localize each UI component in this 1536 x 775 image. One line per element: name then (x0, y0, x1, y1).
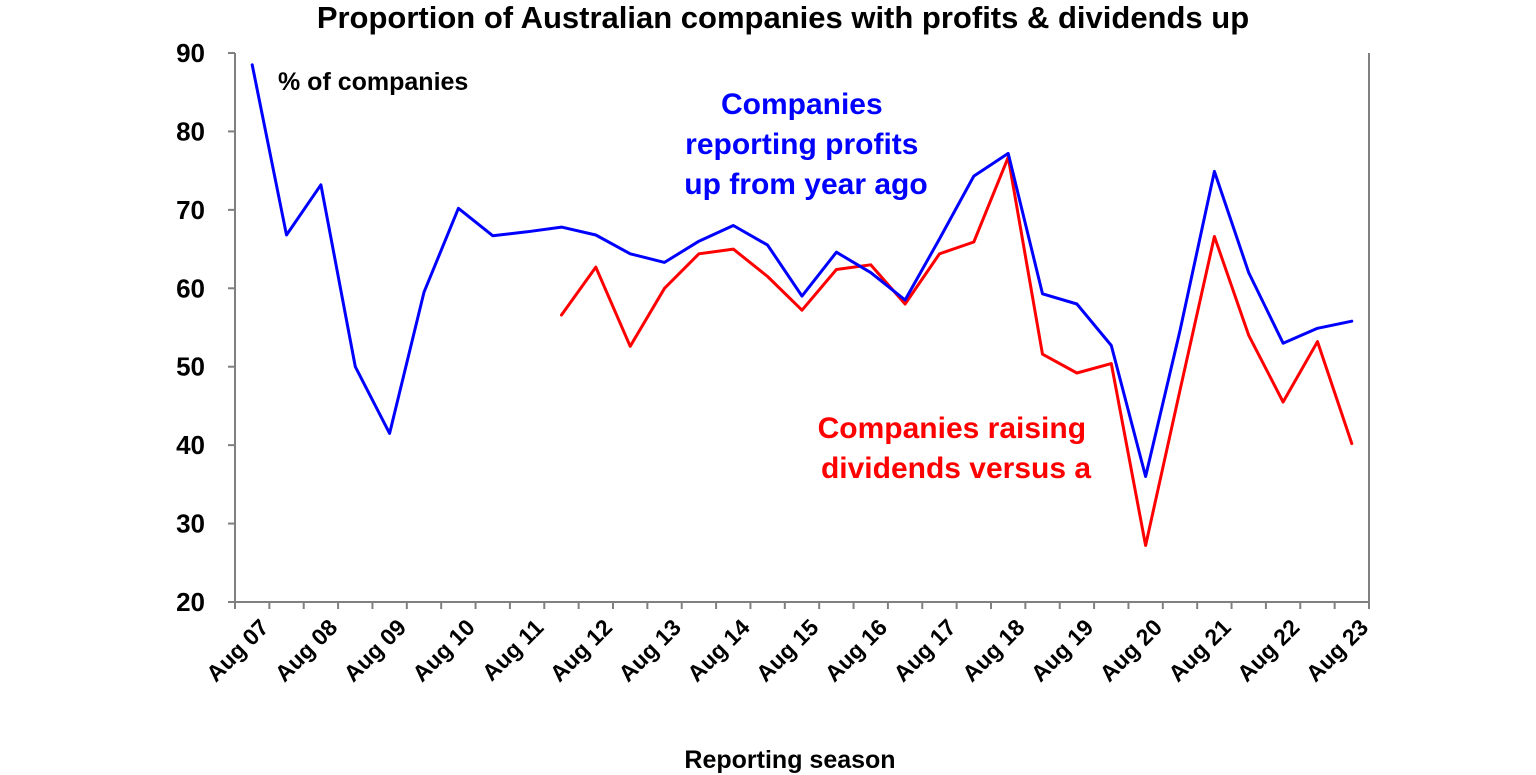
profits-annotation: Companies reporting profits up from year… (684, 88, 927, 201)
y-tick-label: 70 (176, 195, 205, 225)
x-tick-label: Aug 19 (1026, 614, 1099, 687)
x-tick-label: Aug 08 (270, 614, 343, 687)
profits-annotation-line-3: up from year ago (684, 168, 927, 201)
dividends-annotation-line-2: dividends versus a (821, 452, 1091, 485)
x-tick-label: Aug 18 (957, 614, 1030, 687)
dividends-annotation-line-1: Companies raising (818, 412, 1086, 445)
x-tick-label: Aug 11 (477, 614, 549, 686)
y-tick-label: 80 (176, 116, 205, 146)
x-tick-label: Aug 09 (338, 614, 411, 687)
x-tick-label: Aug 14 (682, 614, 755, 687)
x-tick-label: Aug 10 (407, 614, 480, 687)
x-tick-label: Aug 17 (888, 614, 961, 687)
x-tick-label: Aug 16 (820, 614, 893, 687)
y-tick-label: 90 (176, 38, 205, 68)
y-tick-label: 20 (176, 587, 205, 617)
y-tick-label: 50 (176, 352, 205, 382)
series-line-profits (250, 63, 1354, 478)
x-tick-label: Aug 21 (1163, 614, 1236, 687)
series-line-dividends (560, 155, 1354, 547)
dividends-annotation: Companies raising dividends versus a (818, 412, 1095, 485)
x-tick-label: Aug 23 (1301, 614, 1374, 687)
y-unit-label: % of companies (278, 68, 468, 96)
y-axis: 20 30 40 50 60 70 80 90 (176, 38, 1370, 617)
x-tick-label: Aug 13 (613, 614, 686, 687)
profits-annotation-line-1: Companies (721, 88, 883, 121)
x-tick-label: Aug 22 (1232, 614, 1305, 687)
x-tick-label: Aug 15 (751, 614, 824, 687)
x-tick-label: Aug 07 (201, 614, 274, 687)
x-tick-label: Aug 12 (545, 614, 618, 687)
x-tick-label: Aug 20 (1094, 614, 1167, 687)
y-tick-label: 40 (176, 430, 205, 460)
y-tick-label: 60 (176, 273, 205, 303)
x-axis-label: Reporting season (684, 746, 895, 774)
y-tick-label: 30 (176, 509, 205, 539)
chart-title: Proportion of Australian companies with … (317, 0, 1249, 35)
series-layer (250, 63, 1354, 547)
profits-annotation-line-2: reporting profits (685, 128, 918, 161)
